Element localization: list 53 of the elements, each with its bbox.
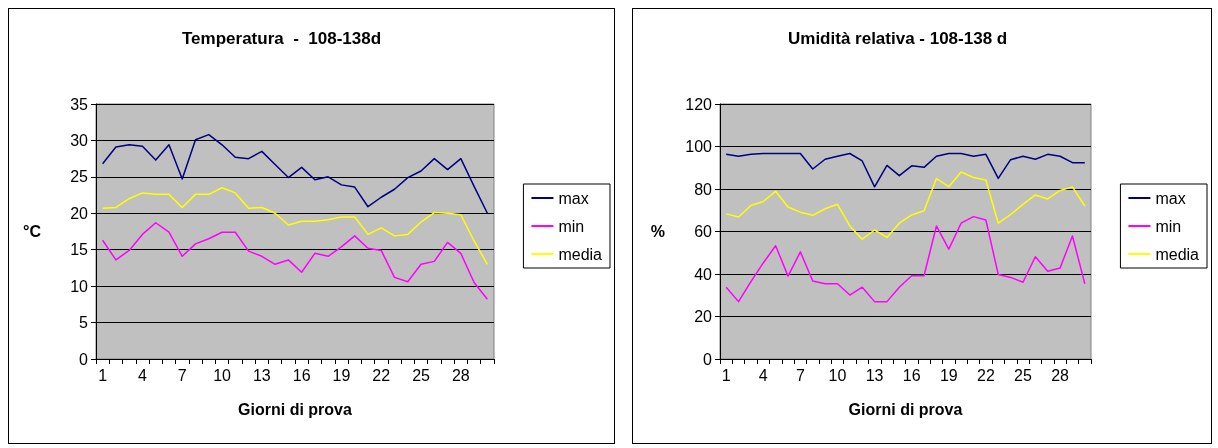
x-tick-label: 4 xyxy=(137,366,147,384)
x-tick-label: 16 xyxy=(292,366,311,384)
x-tick-label: 13 xyxy=(865,366,884,384)
x-tick-label: 19 xyxy=(939,366,958,384)
x-tick-label: 16 xyxy=(902,366,921,384)
x-tick-label: 10 xyxy=(828,366,847,384)
chart-title: Temperatura - 108-138d xyxy=(182,29,382,48)
x-tick-label: 13 xyxy=(252,366,271,384)
legend-label: media xyxy=(558,245,603,263)
y-axis-title: °C xyxy=(23,223,42,240)
x-axis-title: Giorni di prova xyxy=(238,400,352,418)
x-tick-label: 1 xyxy=(721,366,731,384)
y-tick-label: 60 xyxy=(694,223,713,240)
x-tick-label: 22 xyxy=(372,366,391,384)
legend-label: max xyxy=(558,189,589,207)
y-tick-label: 30 xyxy=(70,131,89,149)
line-series xyxy=(101,187,489,266)
y-tick-label: 80 xyxy=(694,180,713,198)
y-tick-label: 20 xyxy=(70,204,89,222)
y-tick-label: 25 xyxy=(70,168,89,186)
y-tick-label: 100 xyxy=(685,138,713,155)
y-tick-label: 20 xyxy=(694,308,713,325)
x-tick-label: 4 xyxy=(758,366,768,384)
y-tick-label: 5 xyxy=(79,314,89,332)
x-tick-label: 19 xyxy=(332,366,351,384)
y-tick-label: 40 xyxy=(694,265,713,283)
y-tick-label: 0 xyxy=(703,350,713,368)
x-tick-label: 10 xyxy=(213,366,232,384)
chart-title: Umidità relativa - 108-138 d xyxy=(788,29,1008,48)
line-series xyxy=(725,152,1086,188)
line-series xyxy=(101,133,489,215)
x-tick-label: 28 xyxy=(1051,366,1070,384)
x-tick-label: 25 xyxy=(1014,366,1032,384)
y-axis-title: % xyxy=(650,223,665,240)
x-tick-label: 25 xyxy=(412,366,431,384)
y-tick-label: 0 xyxy=(79,350,89,368)
x-tick-label: 22 xyxy=(976,366,995,384)
legend-label: max xyxy=(1155,189,1186,207)
legend-label: min xyxy=(1155,217,1182,235)
x-tick-label: 1 xyxy=(98,366,108,384)
y-tick-label: 35 xyxy=(70,95,89,113)
line-series xyxy=(725,171,1086,240)
y-tick-label: 120 xyxy=(685,95,713,113)
legend-label: min xyxy=(558,217,585,235)
x-tick-label: 28 xyxy=(451,366,470,384)
y-tick-label: 10 xyxy=(70,277,89,295)
line-series xyxy=(725,215,1086,303)
y-tick-label: 15 xyxy=(70,241,89,259)
legend-label: media xyxy=(1155,245,1200,263)
line-series xyxy=(101,222,489,301)
x-tick-label: 7 xyxy=(177,366,187,384)
x-axis-title: Giorni di prova xyxy=(848,400,963,418)
x-tick-label: 7 xyxy=(795,366,805,384)
